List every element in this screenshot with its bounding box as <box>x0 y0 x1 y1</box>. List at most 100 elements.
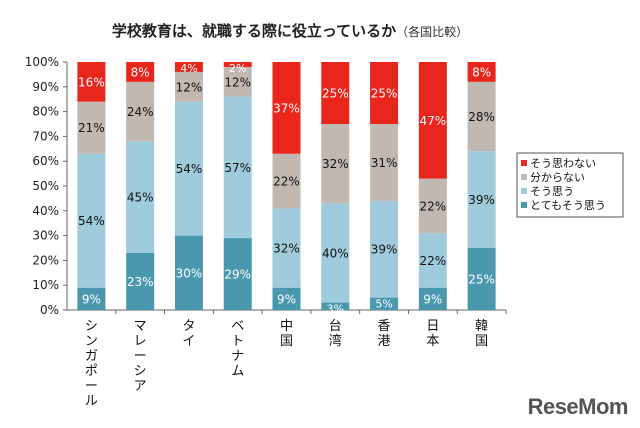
legend-swatch <box>521 188 527 194</box>
bar-segment <box>174 235 203 310</box>
y-tick-label: 40% <box>32 204 59 218</box>
bar-segment <box>223 66 252 97</box>
bar-segment <box>174 71 203 102</box>
bar-segment <box>467 151 496 248</box>
category-label-char: ム <box>231 364 244 379</box>
data-label: 25% <box>468 273 495 287</box>
title-main: 学校教育は、就職する際に役立っているか <box>111 22 397 40</box>
category-label-char: イ <box>182 334 195 349</box>
category-label-char: ー <box>134 349 147 364</box>
bar-segment <box>272 153 301 209</box>
data-label: 37% <box>273 101 300 115</box>
bar-segment <box>370 200 399 298</box>
category-label-char: ー <box>85 379 98 394</box>
data-label: 9% <box>423 292 442 306</box>
data-label: 47% <box>419 114 446 128</box>
bar-segment <box>272 62 301 154</box>
bar-segment <box>418 287 447 310</box>
data-label: 5% <box>375 298 392 311</box>
bar-segment <box>174 101 203 236</box>
bar-segment <box>223 96 252 239</box>
category-label-char: ア <box>134 379 147 394</box>
y-tick-label: 30% <box>32 229 59 243</box>
y-tick-label: 10% <box>32 278 59 292</box>
category-label-char: マ <box>134 319 147 334</box>
category-label-char: 国 <box>475 334 488 349</box>
y-tick-label: 80% <box>32 105 59 119</box>
category-label-char: 港 <box>378 334 391 349</box>
bar-segment <box>370 124 399 201</box>
bar-segment <box>418 233 447 288</box>
y-tick-label: 0% <box>40 303 59 317</box>
category-label-char: 台 <box>329 319 342 334</box>
category-label-char: 韓 <box>475 319 488 334</box>
legend-label: そう思わない <box>530 157 596 170</box>
data-label: 30% <box>176 266 203 280</box>
y-tick-label: 90% <box>32 80 59 94</box>
legend-swatch <box>521 160 527 166</box>
bar-segment <box>321 302 350 310</box>
bar-segment <box>467 81 496 152</box>
bar-segment <box>126 141 155 253</box>
bar-segment <box>223 62 252 67</box>
data-label: 2% <box>229 62 246 75</box>
category-label-char: ベ <box>231 319 244 334</box>
data-label: 8% <box>131 65 150 79</box>
legend-label: 分からない <box>530 171 585 184</box>
legend-swatch <box>521 202 527 208</box>
resemom-logo: ReseMom <box>527 394 629 419</box>
y-tick-label: 50% <box>32 179 59 193</box>
data-label: 12% <box>176 80 203 94</box>
data-label: 12% <box>224 75 251 89</box>
data-label: 31% <box>371 156 398 170</box>
data-label: 54% <box>78 214 105 228</box>
data-label: 16% <box>78 75 105 89</box>
data-label: 25% <box>371 87 398 101</box>
data-label: 22% <box>419 199 446 213</box>
bar-segment <box>467 248 496 310</box>
bar-segment <box>321 62 350 124</box>
y-tick-label: 100% <box>25 55 59 69</box>
category-label-char: ル <box>85 394 98 409</box>
data-label: 24% <box>127 105 154 119</box>
data-label: 9% <box>277 292 296 306</box>
category-label-char: ポ <box>85 364 98 379</box>
data-label: 57% <box>224 161 251 175</box>
category-label-char: シ <box>85 319 98 334</box>
bar-segment <box>272 287 301 310</box>
bar-segment <box>77 101 106 154</box>
bar-segment <box>370 297 399 310</box>
y-tick-label: 20% <box>32 253 59 267</box>
category-label-char: 香 <box>378 319 391 334</box>
bar-segment <box>126 62 155 82</box>
data-label: 3% <box>327 303 344 316</box>
bar-segment <box>126 81 155 142</box>
data-label: 9% <box>82 292 101 306</box>
bar-segment <box>370 62 399 124</box>
data-label: 22% <box>419 254 446 268</box>
category-label-char: ナ <box>231 349 244 364</box>
data-label: 8% <box>472 65 491 79</box>
data-label: 21% <box>78 121 105 135</box>
data-label: 45% <box>127 191 154 205</box>
bar-segment <box>77 153 106 288</box>
y-tick-label: 70% <box>32 129 59 143</box>
category-label-char: レ <box>134 334 147 349</box>
bar-segment <box>77 287 106 310</box>
bar-segment <box>77 62 106 102</box>
data-label: 4% <box>180 62 197 75</box>
data-label: 28% <box>468 110 495 124</box>
legend-label: そう思う <box>530 185 574 198</box>
data-label: 22% <box>273 175 300 189</box>
chart-title: 学校教育は、就職する際に役立っているか（各国比較） <box>0 20 580 41</box>
data-label: 32% <box>273 242 300 256</box>
bar-segment <box>272 208 301 288</box>
bar-segment <box>467 62 496 82</box>
data-label: 39% <box>468 193 495 207</box>
category-label-char: ト <box>231 334 244 349</box>
category-label-char: シ <box>134 364 147 379</box>
legend-swatch <box>521 174 527 180</box>
category-label-char: 中 <box>280 319 293 334</box>
data-label: 39% <box>371 243 398 257</box>
